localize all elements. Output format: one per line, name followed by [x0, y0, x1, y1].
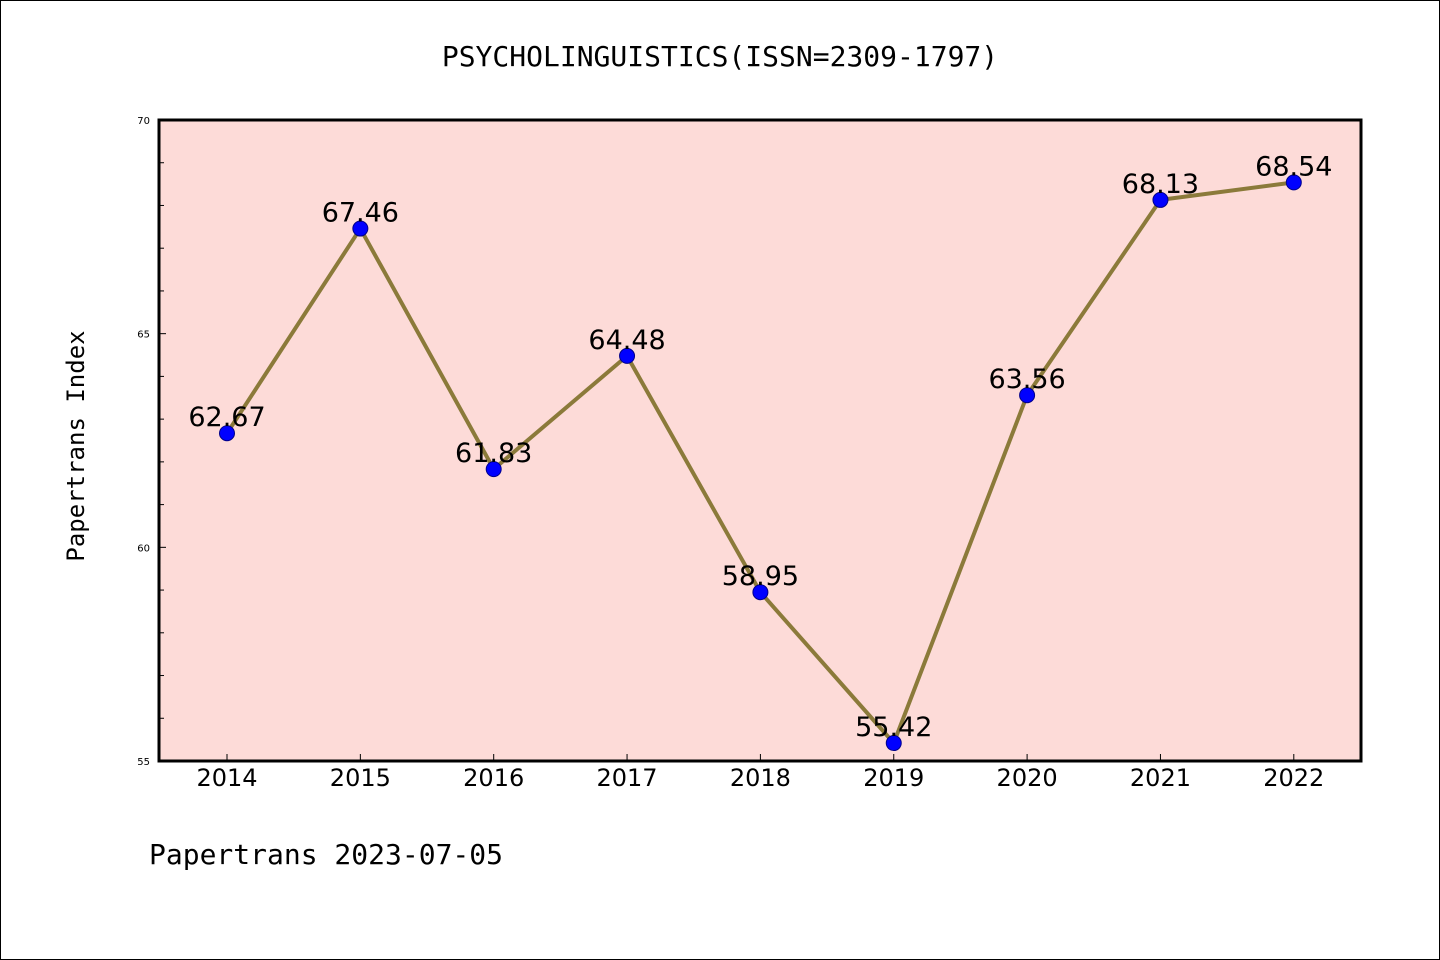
data-label: 61.83	[455, 438, 532, 469]
x-tick-label: 2015	[330, 764, 391, 792]
data-point-marker	[752, 584, 769, 601]
data-point-marker	[485, 461, 502, 478]
x-tick-label: 2021	[1130, 764, 1191, 792]
x-tick-label: 2020	[997, 764, 1058, 792]
data-point-marker	[885, 735, 902, 752]
data-point-marker	[1019, 387, 1036, 404]
data-point-marker	[1152, 191, 1169, 208]
y-tick-label: 65	[137, 330, 150, 341]
x-tick-label: 2016	[463, 764, 524, 792]
chart-title: PSYCHOLINGUISTICS(ISSN=2309-1797)	[442, 40, 998, 73]
x-tick-label: 2019	[863, 764, 924, 792]
x-axis: 2014 2015 2016 2017 2018 2019 2020 2021 2022	[196, 754, 1324, 792]
data-label: 64.48	[588, 325, 665, 356]
x-tick-label: 2022	[1263, 764, 1324, 792]
y-tick-label: 55	[137, 757, 150, 768]
x-tick-label: 2014	[196, 764, 257, 792]
x-tick-label: 2017	[597, 764, 658, 792]
markers-group	[219, 174, 1302, 752]
data-label: 62.67	[188, 402, 265, 433]
data-label: 68.54	[1255, 151, 1332, 182]
data-point-marker	[1285, 174, 1302, 191]
data-label: 58.95	[722, 561, 799, 592]
y-axis: 55 60 65 70	[137, 116, 166, 768]
data-label: 63.56	[988, 364, 1065, 395]
data-point-marker	[219, 425, 235, 442]
y-tick-label: 70	[137, 116, 150, 127]
data-point-marker	[619, 347, 636, 364]
x-tick-label: 2018	[730, 764, 791, 792]
footer-credit: Papertrans 2023-07-05	[149, 838, 503, 871]
data-label: 55.42	[855, 712, 932, 743]
data-point-marker	[352, 220, 369, 237]
data-labels-group: 62.67 67.46 61.83 64.48 58.95 55.42 63.56 68.13…	[188, 151, 1332, 743]
y-axis-label: Papertrans Index	[62, 330, 90, 561]
data-label: 67.46	[322, 198, 399, 229]
y-tick-label: 60	[137, 543, 150, 554]
data-label: 68.13	[1122, 169, 1199, 200]
